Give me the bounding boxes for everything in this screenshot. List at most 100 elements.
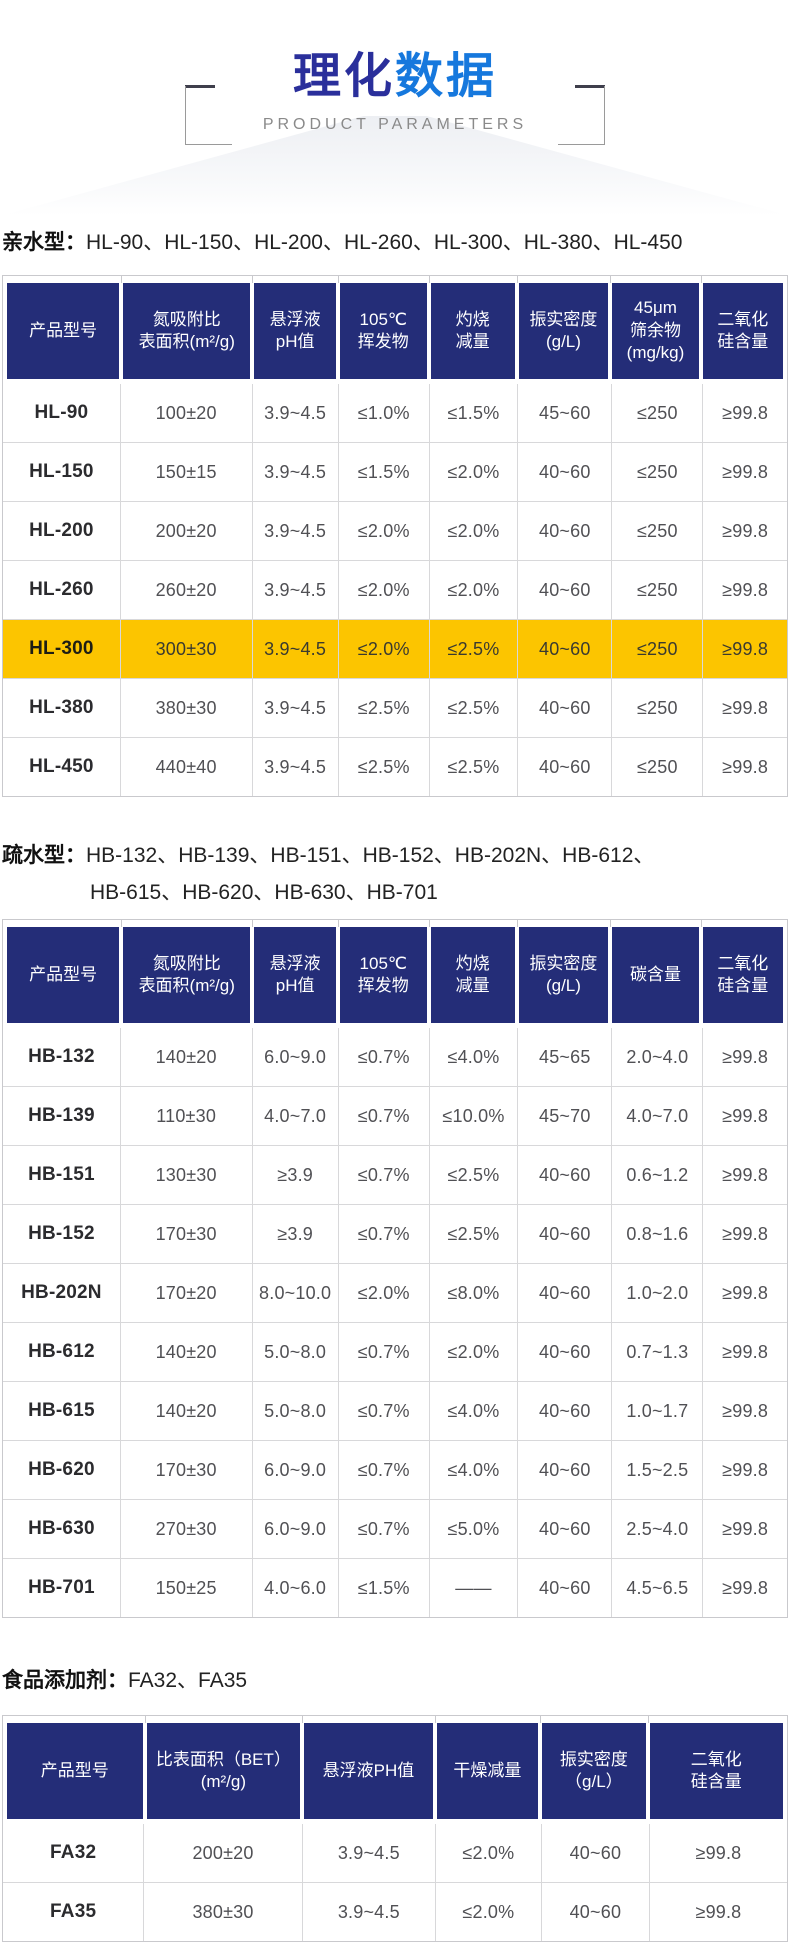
column-header-wrap: 二氧化 硅含量: [700, 276, 785, 379]
column-header-wrap: 105℃ 挥发物: [338, 276, 428, 379]
table-cell: 40~60: [517, 1382, 611, 1440]
table-cell: 4.0~7.0: [251, 1087, 338, 1145]
table-cell: ≤0.7%: [337, 1087, 429, 1145]
table-cell: 200±20: [143, 1824, 301, 1882]
column-header: 悬浮液 pH值: [254, 927, 337, 1023]
section-title: 亲水型：HL-90、HL-150、HL-200、HL-260、HL-300、HL…: [2, 224, 788, 261]
column-header-wrap: 氮吸附比 表面积(m²/g): [121, 920, 252, 1023]
section-model-list: FA32、FA35: [128, 1669, 248, 1692]
table-cell: ≥99.8: [702, 620, 787, 678]
product-model: HL-450: [29, 756, 94, 777]
section-model-list: HB-132、HB-139、HB-151、HB-152、HB-202N、HB-6…: [86, 844, 655, 867]
table-cell: ≤4.0%: [428, 1382, 518, 1440]
table-header-row: 产品型号 氮吸附比 表面积(m²/g) 悬浮液 pH值 105℃ 挥发物 灼烧 减量 振实…: [3, 920, 787, 1028]
table-cell: 6.0~9.0: [251, 1441, 338, 1499]
table-cell: ≤4.0%: [428, 1028, 518, 1086]
column-header-wrap: 悬浮液PH值: [302, 1716, 435, 1819]
column-header-wrap: 氮吸附比 表面积(m²/g): [121, 276, 252, 379]
subtitle-right-bracket: [558, 86, 605, 145]
table-cell: ≤1.0%: [337, 384, 429, 442]
product-model: HL-90: [34, 402, 89, 423]
product-model: HB-620: [28, 1459, 95, 1480]
table-cell: ≥99.8: [702, 1559, 787, 1617]
table-row-HL-450: HL-450 440±40 3.9~4.5 ≤2.5% ≤2.5% 40~60 ≤250 ≥9…: [3, 737, 787, 796]
table-cell: 270±30: [119, 1500, 252, 1558]
table-cell: ≤8.0%: [428, 1264, 518, 1322]
column-header: 振实密度 (g/L): [518, 283, 609, 379]
product-model: HL-150: [29, 461, 94, 482]
table-row-HB-701: HB-701 150±25 4.0~6.0 ≤1.5% —— 40~60 4.5~6.5 ≥9…: [3, 1558, 787, 1617]
table-cell: ≤1.5%: [337, 1559, 429, 1617]
table-cell: 3.9~4.5: [251, 738, 338, 796]
column-header: 灼烧 减量: [430, 283, 515, 379]
table-cell: 40~60: [517, 1264, 611, 1322]
table-cell: ≤0.7%: [337, 1146, 429, 1204]
column-header-wrap: 产品型号: [5, 927, 121, 1023]
table-cell: ≥99.8: [702, 443, 787, 501]
table-cell: ≤0.7%: [337, 1323, 429, 1381]
page-subtitle: PRODUCT PARAMETERS: [262, 116, 528, 134]
column-header: 氮吸附比 表面积(m²/g): [123, 283, 251, 379]
table-cell: 3.9~4.5: [251, 561, 338, 619]
table-cell: ≥99.8: [702, 1087, 787, 1145]
table-cell: ≤2.5%: [428, 679, 518, 737]
table-cell: ≤250: [611, 502, 702, 560]
table-cell: 3.9~4.5: [251, 679, 338, 737]
table-cell: ≤2.0%: [337, 1264, 429, 1322]
table-cell: 0.7~1.3: [611, 1323, 702, 1381]
table-cell: 1.0~2.0: [611, 1264, 702, 1322]
page-title-part1: 理化: [292, 50, 395, 103]
column-header: 比表面积（BET） (m²/g): [146, 1723, 301, 1819]
product-model: HB-151: [28, 1164, 95, 1185]
table-row-HL-90: HL-90 100±20 3.9~4.5 ≤1.0% ≤1.5% 45~60 ≤250 ≥99…: [3, 384, 787, 442]
table-cell: 40~60: [517, 1146, 611, 1204]
table-cell: ≥99.8: [702, 1323, 787, 1381]
column-header-wrap: 振实密度 (g/L): [516, 276, 611, 379]
table-cell: 380±30: [119, 679, 252, 737]
table-cell: 0.6~1.2: [611, 1146, 702, 1204]
table-cell: 40~60: [517, 738, 611, 796]
table-cell: 3.9~4.5: [301, 1824, 435, 1882]
table-cell: ≥99.8: [648, 1883, 787, 1941]
table-cell: 40~60: [517, 502, 611, 560]
section-hydrophobic: 疏水型：HB-132、HB-139、HB-151、HB-152、HB-202N、…: [0, 837, 790, 1618]
table-cell: 140±20: [119, 1382, 252, 1440]
table-cell: 4.5~6.5: [611, 1559, 702, 1617]
table-cell: 40~60: [517, 620, 611, 678]
table-row-FA32: FA32 200±20 3.9~4.5 ≤2.0% 40~60 ≥99.8: [3, 1824, 787, 1882]
table-cell: ≥99.8: [702, 679, 787, 737]
table-cell: 170±20: [119, 1264, 252, 1322]
column-header: 悬浮液 pH值: [254, 283, 337, 379]
table-row-HB-152: HB-152 170±30 ≥3.9 ≤0.7% ≤2.5% 40~60 0.8~1.6 ≥9…: [3, 1204, 787, 1263]
table-row-HL-150: HL-150 150±15 3.9~4.5 ≤1.5% ≤2.0% 40~60 ≤250 ≥9…: [3, 442, 787, 501]
table-cell: 40~60: [540, 1883, 649, 1941]
table-cell: 130±30: [119, 1146, 252, 1204]
table-cell: ≥99.8: [702, 561, 787, 619]
table-cell: 440±40: [119, 738, 252, 796]
table-cell: 40~60: [517, 1441, 611, 1499]
table-cell: 110±30: [119, 1087, 252, 1145]
column-header-wrap: 灼烧 减量: [428, 920, 517, 1023]
column-header-wrap: 二氧化 硅含量: [647, 1716, 785, 1819]
page-title: 理化数据: [185, 50, 605, 103]
table-cell: ≤2.5%: [428, 620, 518, 678]
table-row-HB-151: HB-151 130±30 ≥3.9 ≤0.7% ≤2.5% 40~60 0.6~1.2 ≥9…: [3, 1145, 787, 1204]
table-cell: ≤250: [611, 561, 702, 619]
table-row-HL-260: HL-260 260±20 3.9~4.5 ≤2.0% ≤2.0% 40~60 ≤250 ≥9…: [3, 560, 787, 619]
column-header-wrap: 悬浮液 pH值: [252, 920, 338, 1023]
table-cell: 6.0~9.0: [251, 1028, 338, 1086]
product-model: FA32: [50, 1842, 97, 1863]
table-cell: 40~60: [517, 1205, 611, 1263]
column-header-wrap: 干燥减量: [434, 1716, 540, 1819]
column-header: 45μm 筛余物 (mg/kg): [612, 283, 699, 379]
table-cell: ≤2.5%: [337, 679, 429, 737]
page-header: 理化数据 PRODUCT PARAMETERS: [0, 0, 790, 216]
column-header-wrap: 产品型号: [5, 1723, 145, 1819]
column-header-wrap: 碳含量: [610, 920, 700, 1023]
product-table-hydrophobic: 产品型号 氮吸附比 表面积(m²/g) 悬浮液 pH值 105℃ 挥发物 灼烧 减量 振实…: [2, 919, 788, 1618]
product-model: HB-612: [28, 1341, 95, 1362]
product-model: FA35: [50, 1901, 97, 1922]
table-cell: ≥99.8: [702, 1500, 787, 1558]
column-header-wrap: 振实密度 (g/L): [516, 920, 611, 1023]
title-left-tick: [185, 85, 215, 88]
